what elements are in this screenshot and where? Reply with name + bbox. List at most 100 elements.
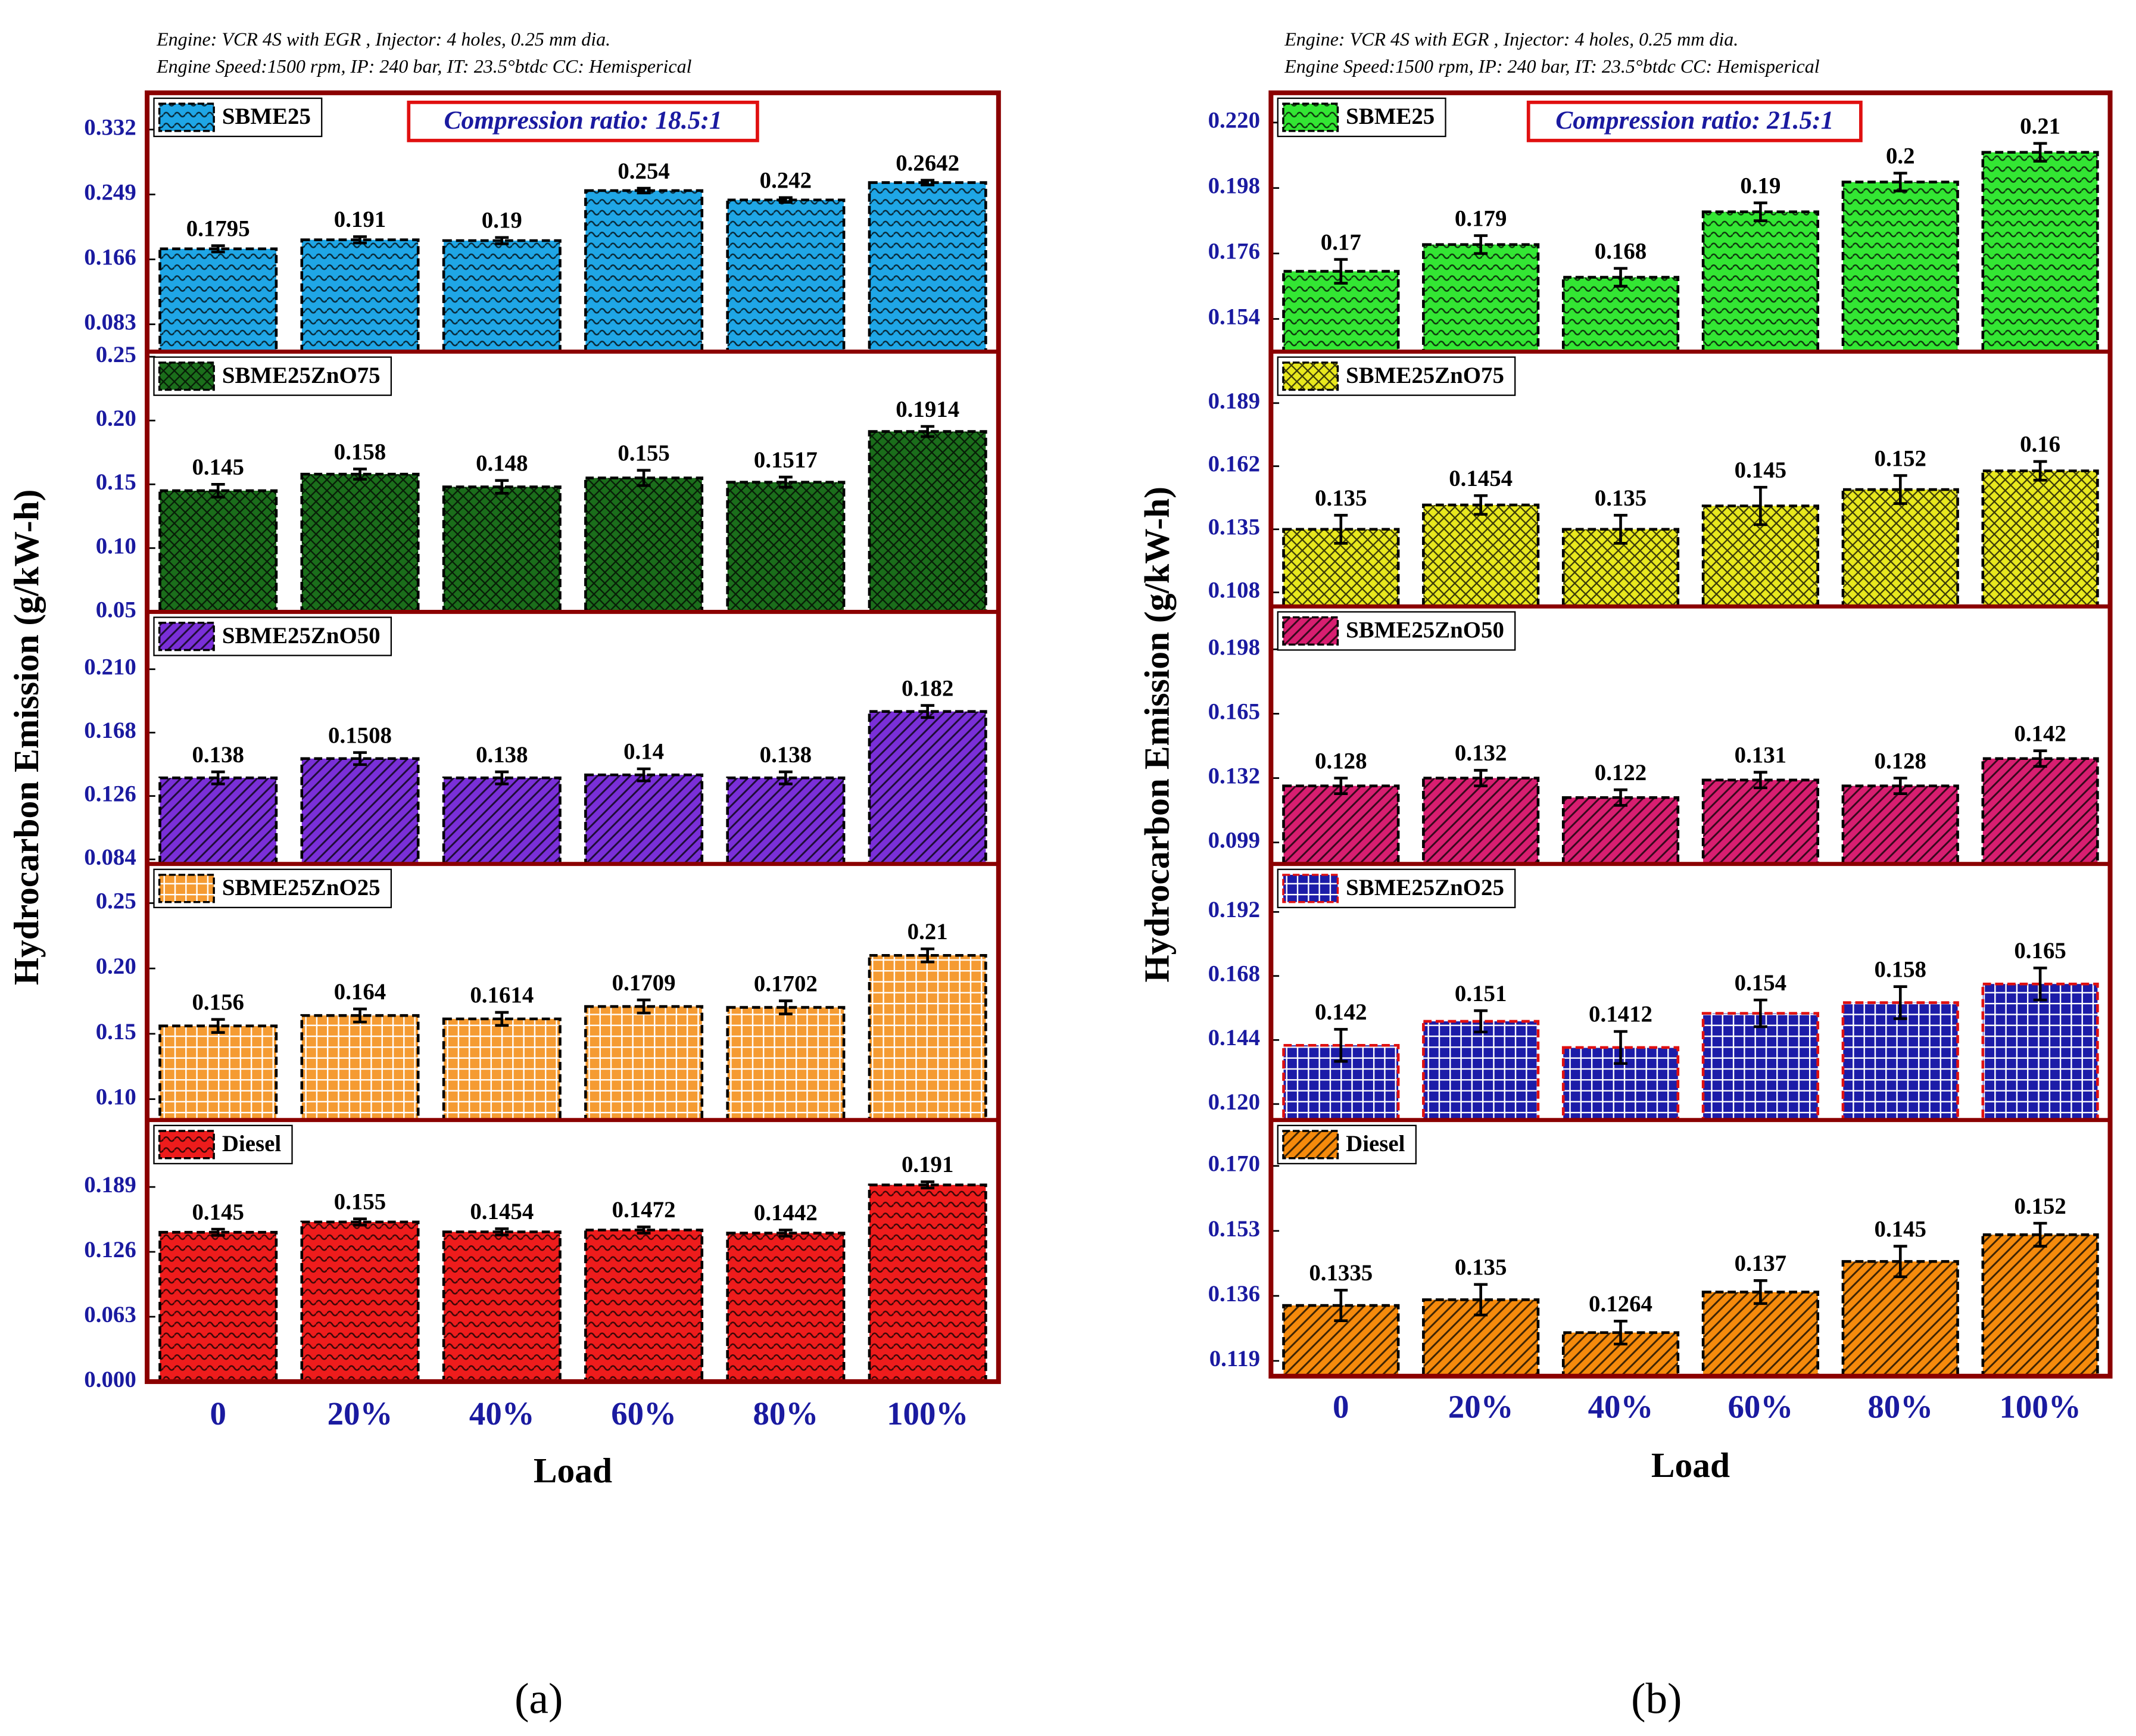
error-bar (1893, 1245, 1907, 1279)
bar (1701, 210, 1819, 353)
value-label: 0.1709 (612, 970, 676, 996)
value-label: 0.1335 (1309, 1260, 1373, 1286)
legend: SBME25ZnO50 (153, 616, 392, 656)
legend: SBME25 (153, 97, 323, 138)
y-tick-label: 0.119 (1209, 1346, 1260, 1372)
bar (868, 1183, 987, 1383)
value-label: 0.1614 (470, 983, 534, 1008)
y-tick-label: 0.332 (84, 114, 136, 140)
value-label: 0.164 (334, 979, 386, 1005)
error-bar (353, 751, 367, 766)
error-bar (921, 425, 935, 438)
bar (1282, 784, 1400, 865)
bar (1422, 1020, 1540, 1121)
bar (300, 757, 420, 865)
value-label: 0.1412 (1589, 1002, 1652, 1027)
x-axis-label: Load (534, 1451, 612, 1490)
error-bar (1474, 234, 1488, 255)
x-tick-label: 40% (1588, 1389, 1654, 1425)
y-axis-label: Hydrocarbon Emission (g/kW-h) (7, 490, 46, 986)
value-label: 0.128 (1875, 748, 1926, 774)
value-label: 0.158 (334, 439, 386, 465)
y-tick-label: 0.198 (1208, 173, 1260, 199)
error-bar (353, 235, 367, 245)
header-note: Engine Speed:1500 rpm, IP: 240 bar, IT: … (1284, 55, 1820, 77)
value-label: 0.21 (908, 919, 948, 945)
value-label: 0.16 (2020, 432, 2060, 457)
bar (158, 247, 278, 353)
legend: SBME25ZnO75 (153, 356, 392, 396)
bar (442, 485, 562, 613)
y-tick-label: 0.20 (96, 406, 136, 431)
y-tick-label: 0.25 (96, 342, 136, 367)
bar (1422, 243, 1540, 353)
legend-label: SBME25 (1346, 104, 1435, 129)
y-tick-label: 0.10 (96, 533, 136, 559)
bar (1841, 488, 1959, 608)
bar (1981, 982, 2099, 1121)
y-tick-label: 0.10 (96, 1084, 136, 1110)
legend: SBME25 (1277, 97, 1446, 138)
error-bar (1614, 267, 1627, 288)
error-bar (1893, 474, 1907, 505)
bar (1981, 469, 2099, 608)
legend-label: Diesel (1346, 1131, 1405, 1157)
error-bar (1474, 1283, 1488, 1317)
bar (726, 776, 846, 865)
bar (300, 238, 420, 353)
error-bar (1614, 1320, 1627, 1346)
bar (1422, 1298, 1540, 1378)
bar (1561, 796, 1680, 865)
error-bar (353, 1007, 367, 1024)
error-bar (2033, 967, 2047, 1002)
value-label: 0.1442 (754, 1200, 818, 1226)
error-bar (211, 1227, 225, 1237)
y-tick-label: 0.176 (1208, 239, 1260, 264)
x-tick-label: 100% (887, 1395, 968, 1432)
legend-swatch (158, 361, 215, 391)
error-bar (1614, 513, 1627, 545)
error-bar (921, 1180, 935, 1190)
legend-swatch (1282, 874, 1339, 903)
bar (1701, 1012, 1819, 1121)
value-label: 0.1454 (1449, 466, 1513, 491)
value-label: 0.155 (334, 1189, 386, 1214)
bar (584, 476, 704, 613)
x-tick-label: 80% (1867, 1389, 1933, 1425)
value-label: 0.138 (476, 742, 528, 768)
error-bar (637, 998, 651, 1015)
value-label: 0.145 (192, 1199, 244, 1225)
y-tick-label: 0.189 (1208, 388, 1260, 414)
value-label: 0.151 (1455, 981, 1507, 1006)
value-label: 0.145 (1735, 457, 1786, 483)
y-tick-label: 0.083 (84, 309, 136, 335)
legend-label: SBME25ZnO50 (222, 623, 381, 649)
value-label: 0.17 (1321, 229, 1361, 255)
y-tick-label: 0.084 (84, 844, 136, 870)
error-bar (921, 704, 935, 719)
legend: SBME25ZnO25 (153, 868, 392, 908)
annotation: Compression ratio: 21.5:1 (1555, 106, 1833, 135)
y-tick-label: 0.108 (1208, 578, 1260, 603)
bar (1701, 1291, 1819, 1378)
legend: Diesel (1277, 1124, 1417, 1165)
error-bar (211, 770, 225, 786)
error-bar (1334, 777, 1348, 796)
legend-label: SBME25ZnO75 (1346, 363, 1504, 388)
x-tick-label: 0 (210, 1395, 226, 1432)
value-label: 0.137 (1735, 1251, 1786, 1276)
bar (442, 1230, 562, 1383)
bar (158, 776, 278, 865)
value-label: 0.145 (1875, 1216, 1926, 1242)
x-tick-label: 100% (1999, 1389, 2081, 1425)
y-tick-label: 0.165 (1208, 699, 1260, 724)
bar (584, 1229, 704, 1383)
legend: Diesel (153, 1124, 293, 1165)
value-label: 0.242 (760, 168, 812, 194)
value-label: 0.138 (192, 742, 244, 768)
bar (158, 1024, 278, 1121)
value-label: 0.19 (1740, 173, 1780, 198)
bar (1422, 503, 1540, 608)
